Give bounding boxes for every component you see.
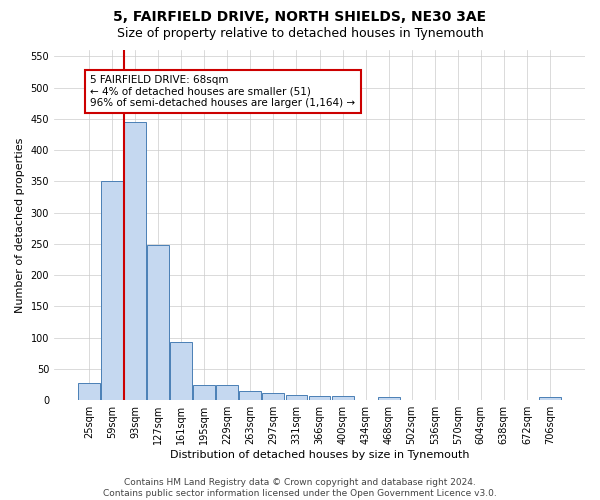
- Text: 5 FAIRFIELD DRIVE: 68sqm
← 4% of detached houses are smaller (51)
96% of semi-de: 5 FAIRFIELD DRIVE: 68sqm ← 4% of detache…: [90, 75, 355, 108]
- Bar: [193, 384, 215, 400]
- Bar: [78, 384, 100, 400]
- Bar: [377, 397, 400, 400]
- Bar: [539, 397, 561, 400]
- Bar: [101, 182, 123, 400]
- Bar: [239, 392, 262, 400]
- Bar: [286, 395, 307, 400]
- Bar: [170, 342, 192, 400]
- Text: 5, FAIRFIELD DRIVE, NORTH SHIELDS, NE30 3AE: 5, FAIRFIELD DRIVE, NORTH SHIELDS, NE30 …: [113, 10, 487, 24]
- Bar: [217, 384, 238, 400]
- X-axis label: Distribution of detached houses by size in Tynemouth: Distribution of detached houses by size …: [170, 450, 469, 460]
- Bar: [147, 245, 169, 400]
- Y-axis label: Number of detached properties: Number of detached properties: [15, 138, 25, 313]
- Bar: [124, 122, 146, 400]
- Text: Contains HM Land Registry data © Crown copyright and database right 2024.
Contai: Contains HM Land Registry data © Crown c…: [103, 478, 497, 498]
- Text: Size of property relative to detached houses in Tynemouth: Size of property relative to detached ho…: [116, 28, 484, 40]
- Bar: [308, 396, 331, 400]
- Bar: [262, 392, 284, 400]
- Bar: [332, 396, 353, 400]
